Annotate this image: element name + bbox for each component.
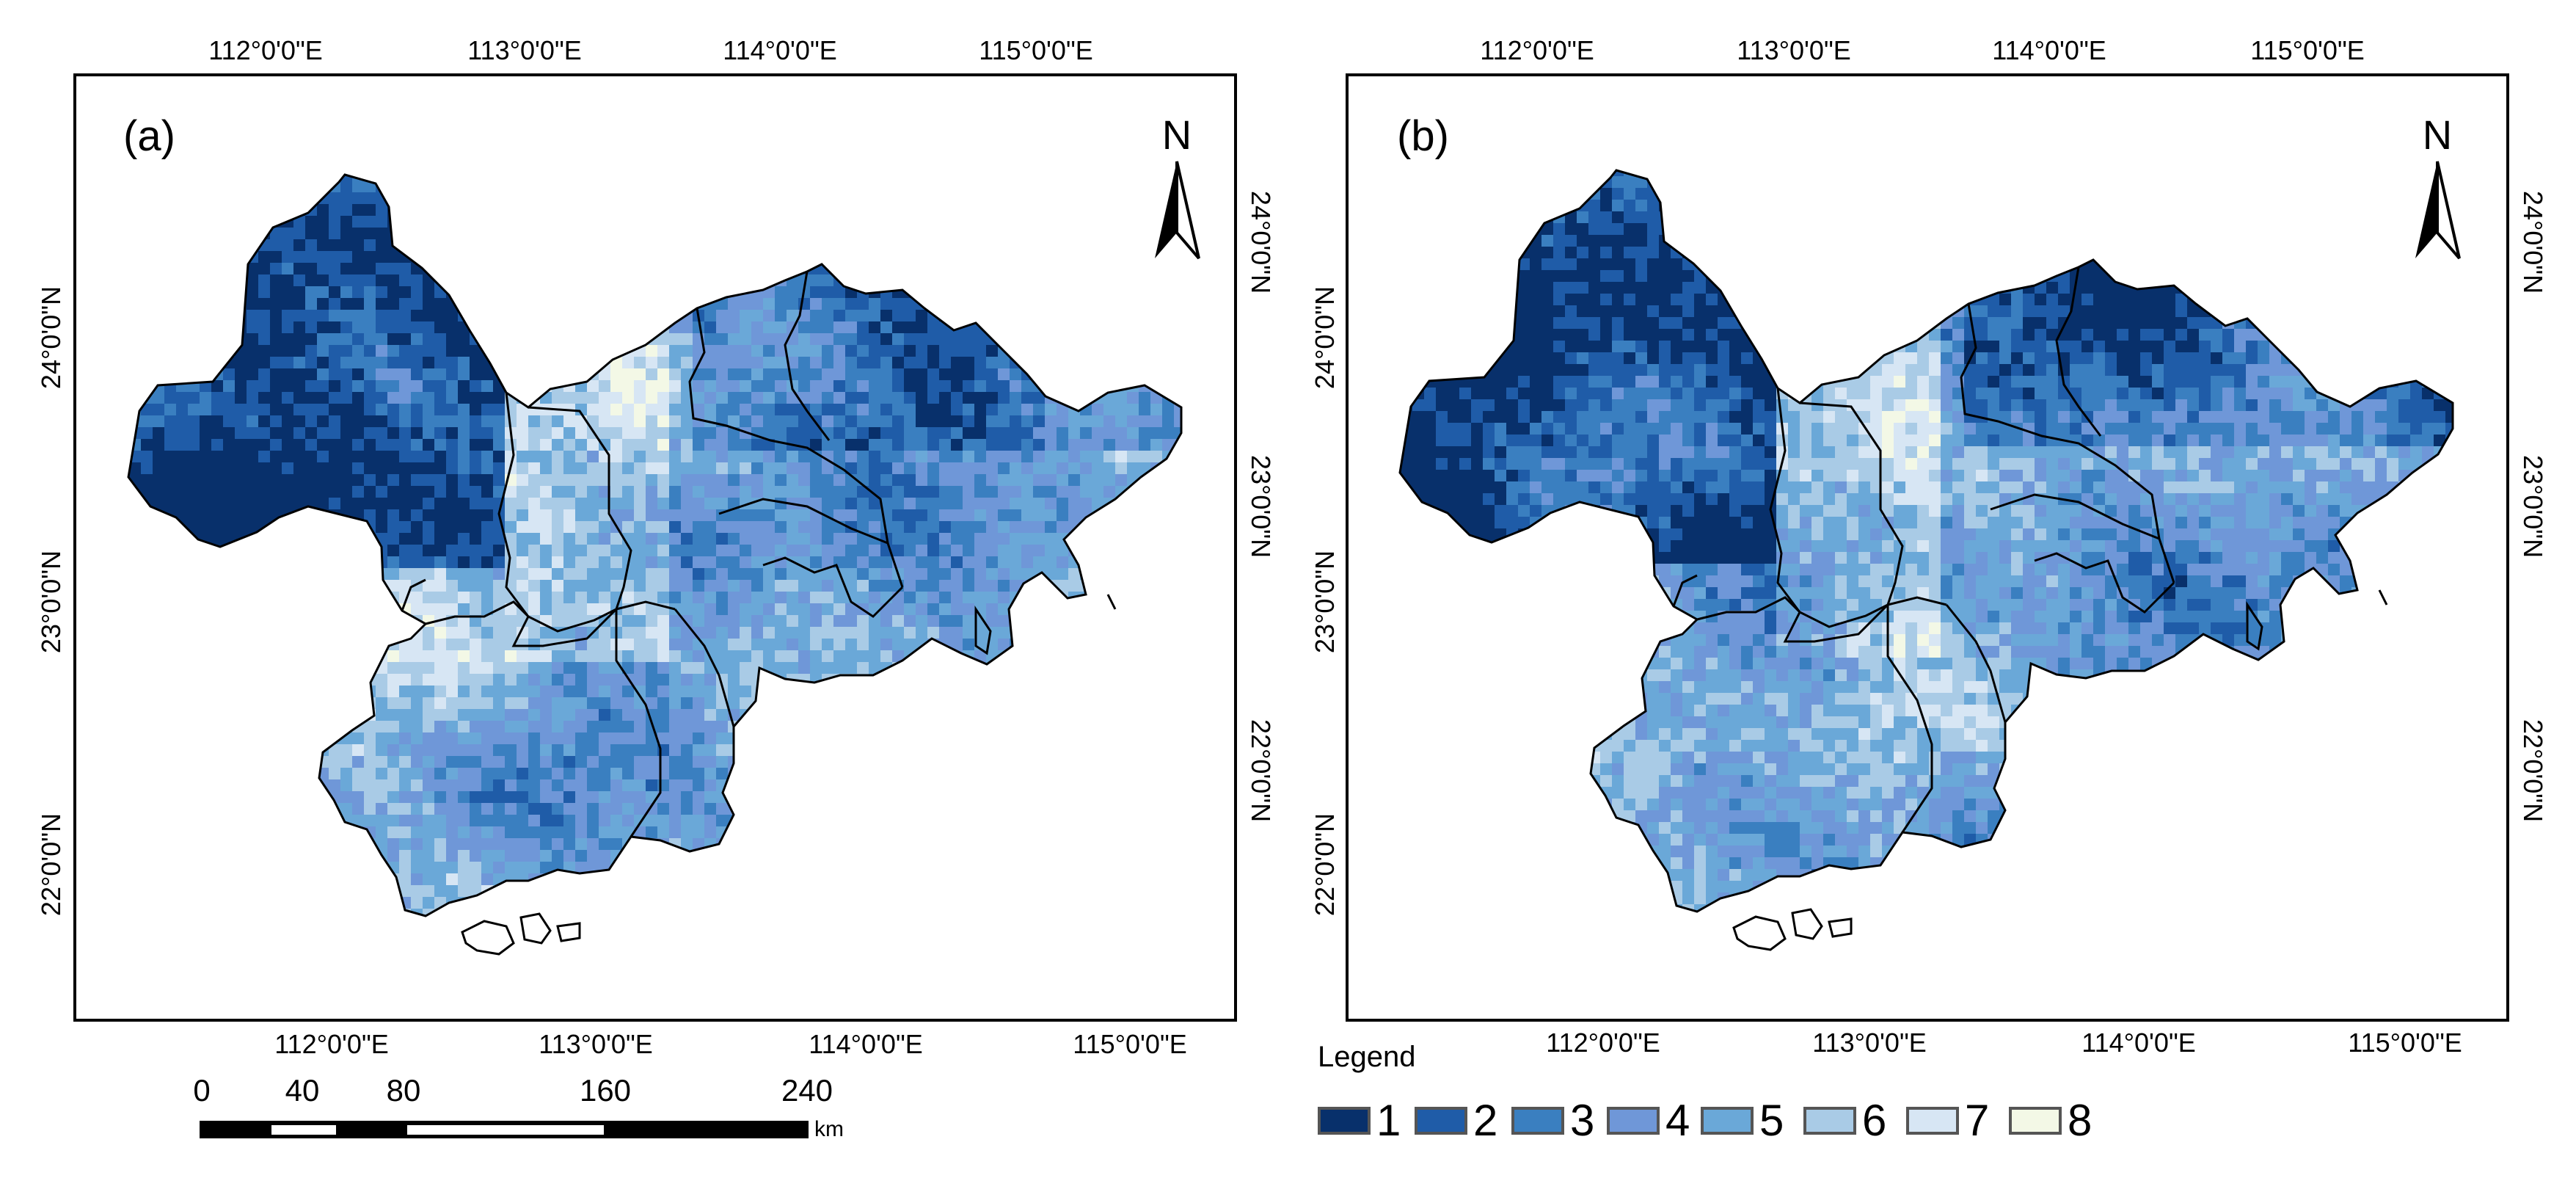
legend-title: Legend bbox=[1318, 1041, 1415, 1074]
scale-tick-160: 160 bbox=[580, 1073, 631, 1108]
legend-item-5: 5 bbox=[1701, 1095, 1784, 1146]
legend-item-3: 3 bbox=[1511, 1095, 1594, 1146]
scale-tick-40: 40 bbox=[285, 1073, 320, 1108]
raster-layer-b bbox=[1389, 164, 2481, 963]
legend-swatch bbox=[1906, 1107, 1959, 1135]
legend-swatch bbox=[1415, 1107, 1467, 1135]
scale-bar bbox=[200, 1121, 809, 1138]
legend-item-1: 1 bbox=[1318, 1095, 1401, 1146]
legend-label: 7 bbox=[1965, 1095, 1989, 1146]
legend-label: 3 bbox=[1570, 1095, 1594, 1146]
scale-tick-80: 80 bbox=[387, 1073, 421, 1108]
raster-layer-a bbox=[117, 169, 1209, 967]
legend-swatch bbox=[1803, 1107, 1856, 1135]
legend-label: 8 bbox=[2068, 1095, 2092, 1146]
map-canvas bbox=[0, 0, 2576, 1178]
legend-label: 2 bbox=[1473, 1095, 1497, 1146]
legend-label: 6 bbox=[1862, 1095, 1886, 1146]
legend-swatch bbox=[1511, 1107, 1564, 1135]
legend-swatch bbox=[1607, 1107, 1660, 1135]
legend-label: 4 bbox=[1665, 1095, 1690, 1146]
scale-tick-0: 0 bbox=[193, 1073, 210, 1108]
legend-swatch bbox=[1318, 1107, 1371, 1135]
legend-label: 1 bbox=[1376, 1095, 1401, 1146]
scale-tick-240: 240 bbox=[781, 1073, 833, 1108]
legend-item-8: 8 bbox=[2009, 1095, 2092, 1146]
legend-item-4: 4 bbox=[1607, 1095, 1690, 1146]
legend-swatch bbox=[1701, 1107, 1754, 1135]
scale-unit: km bbox=[814, 1117, 844, 1142]
legend-item-2: 2 bbox=[1415, 1095, 1497, 1146]
legend-item-6: 6 bbox=[1803, 1095, 1886, 1146]
legend-swatch bbox=[2009, 1107, 2062, 1135]
legend-label: 5 bbox=[1759, 1095, 1784, 1146]
legend-item-7: 7 bbox=[1906, 1095, 1989, 1146]
